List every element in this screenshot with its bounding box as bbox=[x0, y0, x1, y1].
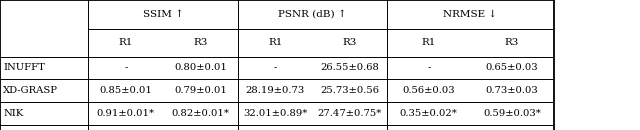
Text: 0.73±0.03: 0.73±0.03 bbox=[486, 86, 538, 95]
Text: 27.47±0.75*: 27.47±0.75* bbox=[317, 109, 382, 118]
Text: 28.19±0.73: 28.19±0.73 bbox=[246, 86, 305, 95]
Text: R3: R3 bbox=[342, 38, 357, 47]
Text: 0.35±0.02*: 0.35±0.02* bbox=[400, 109, 458, 118]
Text: 0.80±0.01: 0.80±0.01 bbox=[174, 63, 227, 72]
Text: 0.79±0.01: 0.79±0.01 bbox=[174, 86, 227, 95]
Text: 0.82±0.01*: 0.82±0.01* bbox=[172, 109, 230, 118]
Text: NRMSE ↓: NRMSE ↓ bbox=[444, 10, 497, 19]
Text: 0.65±0.03: 0.65±0.03 bbox=[486, 63, 538, 72]
Text: R3: R3 bbox=[505, 38, 519, 47]
Text: NIK: NIK bbox=[3, 109, 24, 118]
Text: XD-GRASP: XD-GRASP bbox=[3, 86, 58, 95]
Text: 26.55±0.68: 26.55±0.68 bbox=[321, 63, 379, 72]
Text: SSIM ↑: SSIM ↑ bbox=[143, 10, 184, 19]
Text: R3: R3 bbox=[193, 38, 208, 47]
Text: R1: R1 bbox=[118, 38, 133, 47]
Text: 25.73±0.56: 25.73±0.56 bbox=[320, 86, 380, 95]
Text: 0.91±0.01*: 0.91±0.01* bbox=[97, 109, 155, 118]
Text: 32.01±0.89*: 32.01±0.89* bbox=[243, 109, 307, 118]
Text: R1: R1 bbox=[268, 38, 282, 47]
Text: 0.56±0.03: 0.56±0.03 bbox=[403, 86, 455, 95]
Text: -: - bbox=[124, 63, 127, 72]
Text: 0.59±0.03*: 0.59±0.03* bbox=[483, 109, 541, 118]
Text: INUFFT: INUFFT bbox=[3, 63, 45, 72]
Text: -: - bbox=[273, 63, 277, 72]
Text: 0.85±0.01: 0.85±0.01 bbox=[99, 86, 152, 95]
Text: PSNR (dB) ↑: PSNR (dB) ↑ bbox=[278, 10, 347, 19]
Text: R1: R1 bbox=[422, 38, 436, 47]
Text: -: - bbox=[427, 63, 431, 72]
